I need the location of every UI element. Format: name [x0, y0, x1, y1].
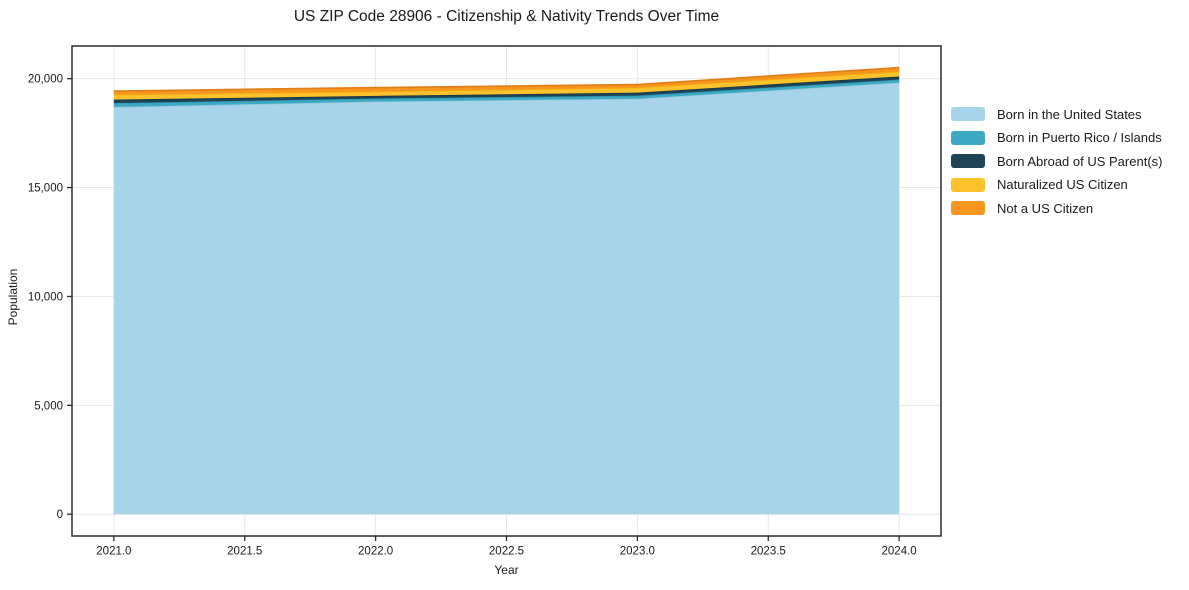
legend-item: Naturalized US Citizen	[951, 177, 1162, 192]
y-axis-title: Population	[6, 268, 20, 326]
area-series-2	[113, 76, 900, 104]
legend-label: Born Abroad of US Parent(s)	[997, 153, 1163, 169]
legend-item: Not a US Citizen	[951, 200, 1162, 216]
legend-label: Born in Puerto Rico / Islands	[997, 130, 1162, 145]
x-axis-title: Year	[494, 563, 519, 577]
x-tick-label: 2023.5	[751, 546, 786, 558]
legend-item: Born in Puerto Rico / Islands	[951, 130, 1162, 145]
legend-label: Not a US Citizen	[997, 200, 1094, 216]
legend-item: Born Abroad of US Parent(s)	[951, 153, 1163, 169]
y-tick-label: 0	[57, 509, 63, 521]
area-series-4	[113, 67, 900, 95]
legend-swatch-icon	[951, 107, 985, 121]
legend: Born in the United States Born in Puerto …	[951, 106, 1163, 216]
x-tick-label: 2021.0	[96, 546, 131, 558]
y-tick-label: 10,000	[28, 291, 63, 303]
x-tick-label: 2024.0	[882, 546, 917, 558]
x-tick-label: 2023.0	[620, 546, 655, 558]
legend-label: Naturalized US Citizen	[997, 177, 1128, 192]
legend-swatch-icon	[951, 130, 985, 145]
legend-item: Born in the United States	[951, 106, 1162, 122]
y-tick-label: 15,000	[28, 183, 63, 195]
legend-label: Born in the United States	[997, 106, 1142, 122]
legend-swatch-icon	[951, 201, 985, 215]
x-tick-label: 2022.0	[358, 546, 393, 558]
y-tick-label: 20,000	[28, 74, 63, 86]
legend-swatch-icon	[951, 154, 985, 168]
y-tick-label: 5,000	[34, 400, 63, 412]
area-series-0	[113, 82, 900, 515]
legend-swatch-icon	[951, 177, 985, 192]
x-tick-label: 2021.5	[227, 546, 262, 558]
area-series-4-edge	[113, 66, 900, 92]
chart-title: US ZIP Code 28906 - Citizenship & Nativi…	[293, 8, 720, 25]
x-tick-label: 2022.5	[489, 546, 524, 558]
